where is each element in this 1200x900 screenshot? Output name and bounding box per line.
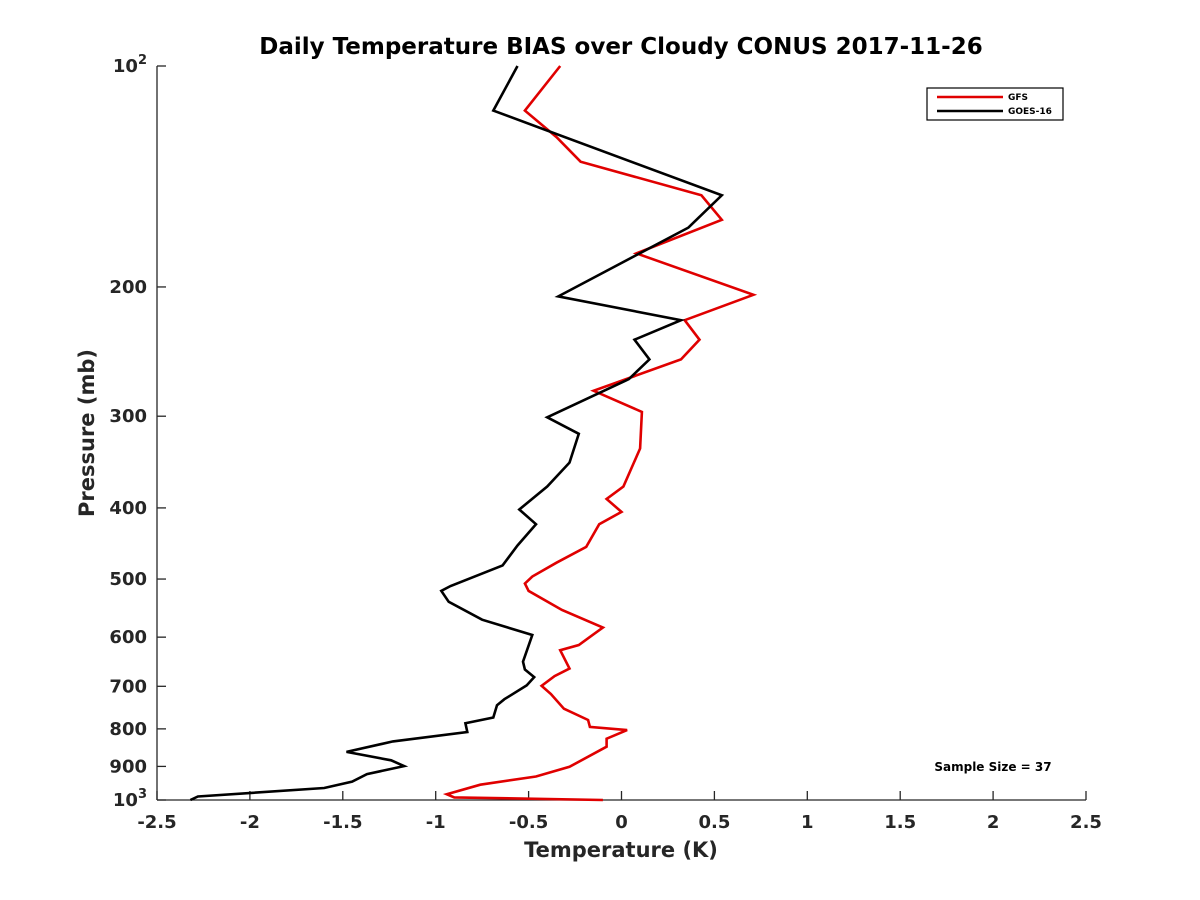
- y-tick-label: 400: [109, 498, 147, 519]
- x-tick-label: 0.5: [698, 812, 730, 833]
- x-tick-label: 2: [987, 812, 1000, 833]
- x-tick-label: -2.5: [137, 812, 176, 833]
- x-tick-label: 2.5: [1070, 812, 1102, 833]
- x-axis-title: Temperature (K): [524, 838, 718, 862]
- series-line-gfs: [442, 65, 758, 802]
- y-tick-label: 102: [113, 53, 147, 77]
- y-tick-label: 700: [109, 676, 147, 697]
- y-tick-label: 103: [113, 787, 147, 811]
- y-tick-label: 900: [109, 756, 147, 777]
- x-tick-label: -0.5: [509, 812, 548, 833]
- x-tick-label: -1.5: [323, 812, 362, 833]
- x-tick-label: -1: [426, 812, 446, 833]
- legend-label: GFS: [1008, 93, 1028, 103]
- series-line-goes-16: [189, 65, 725, 802]
- sample-size-annotation: Sample Size = 37: [934, 760, 1051, 774]
- y-tick-label: 800: [109, 719, 147, 740]
- legend: GFS GOES-16: [926, 87, 1064, 121]
- x-tick-label: -2: [240, 812, 260, 833]
- y-tick-label: 300: [109, 406, 147, 427]
- x-tick-label: 1.5: [884, 812, 916, 833]
- y-axis-title: Pressure (mb): [75, 349, 99, 517]
- legend-label: GOES-16: [1008, 107, 1052, 117]
- y-tick-label: 600: [109, 627, 147, 648]
- chart-title: Daily Temperature BIAS over Cloudy CONUS…: [259, 34, 982, 60]
- y-tick-label: 500: [109, 569, 147, 590]
- legend-box: [926, 87, 1064, 121]
- x-tick-label: 0: [615, 812, 628, 833]
- plot-area: -2.5 -2 -1.5 -1 -0.5 0 0.5 1 1.5 2 2.5 102 200 300 400…: [109, 53, 1102, 833]
- x-tick-label: 1: [801, 812, 814, 833]
- y-tick-label: 200: [109, 277, 147, 298]
